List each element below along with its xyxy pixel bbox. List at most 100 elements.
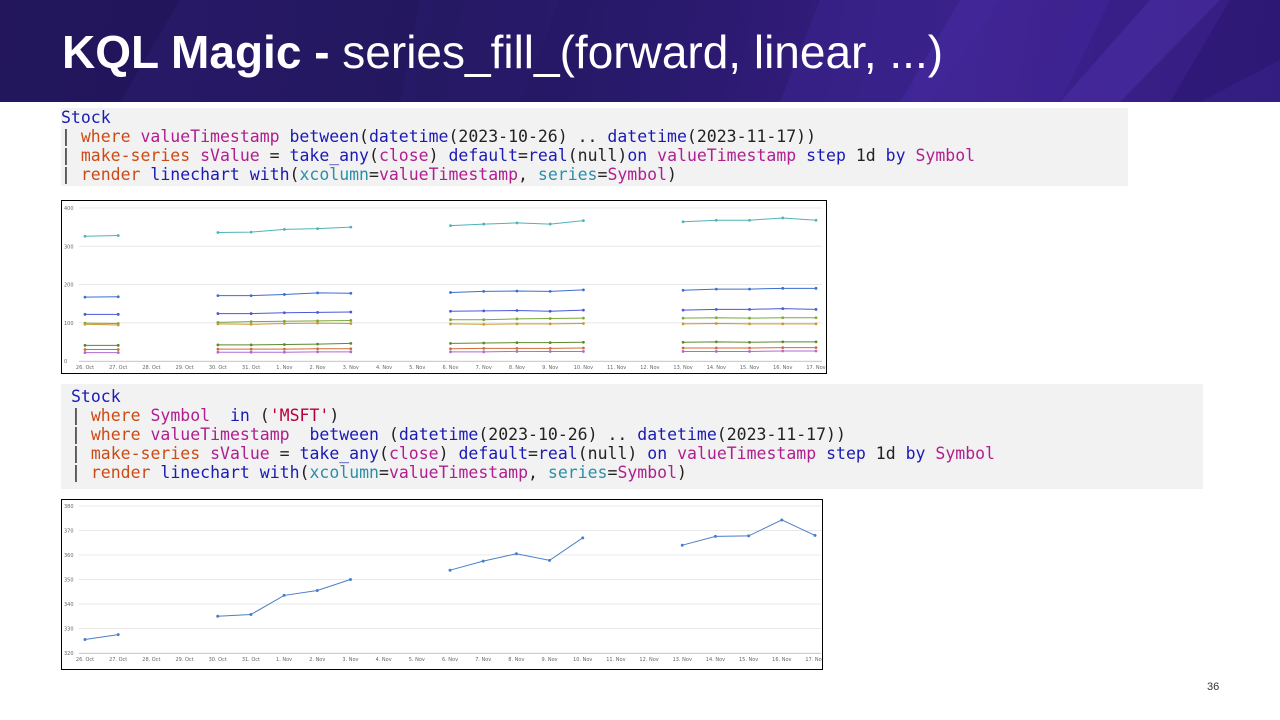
- chart-2-svg: 320 330 340 350 360 370 380 26. Oct 27. Oct 28. O…: [64, 504, 822, 663]
- data-point: [116, 312, 120, 316]
- data-point: [249, 230, 253, 234]
- code-token: by: [885, 146, 916, 165]
- data-point: [349, 322, 353, 325]
- slide-title: KQL Magic - series_fill_(forward, linear…: [62, 22, 943, 82]
- data-point: [582, 316, 585, 320]
- code-token: linechart: [150, 165, 250, 184]
- data-point: [581, 536, 585, 540]
- data-point: [714, 287, 718, 291]
- data-point: [781, 216, 785, 220]
- data-point: [249, 350, 253, 354]
- x-tick-label: 28. Oct: [142, 657, 160, 663]
- x-tick-label: 10. Nov: [573, 657, 592, 663]
- data-point: [216, 231, 220, 234]
- data-point: [282, 322, 286, 325]
- x-tick-label: 29. Oct: [175, 657, 193, 663]
- data-point: [282, 347, 286, 351]
- slide-title-rest: series_fill_(forward, linear, ...): [329, 26, 944, 78]
- query-code-block-1: Stock | where valueTimestamp between(date…: [61, 108, 1128, 186]
- data-point: [681, 346, 685, 350]
- data-point: [714, 350, 718, 353]
- data-point: [481, 559, 485, 563]
- code-token: real: [527, 146, 568, 165]
- code-token: datetime: [368, 127, 449, 146]
- data-point: [249, 347, 253, 351]
- code-line: | where Symbol in ('MSFT'): [61, 406, 1203, 425]
- data-point: [714, 218, 718, 222]
- data-point: [582, 308, 585, 312]
- y-tick-label: 200: [64, 283, 74, 289]
- data-point: [781, 286, 785, 290]
- data-point: [316, 347, 319, 351]
- data-point: [349, 291, 353, 295]
- data-point: [482, 346, 486, 350]
- data-point: [349, 342, 353, 345]
- data-point: [449, 347, 452, 351]
- data-point: [748, 322, 751, 326]
- data-point: [548, 322, 552, 326]
- code-line: | make-series sValue = take_any(close) d…: [61, 444, 1203, 463]
- data-point: [482, 318, 486, 322]
- code-token: sValue: [210, 444, 280, 463]
- data-point: [216, 343, 220, 347]
- data-point: [249, 322, 253, 326]
- x-tick-label: 3. Nov: [342, 657, 358, 663]
- x-tick-label: 11. Nov: [606, 657, 625, 663]
- data-point: [681, 308, 685, 312]
- code-token: (2023-10-26) ..: [478, 425, 638, 444]
- data-point: [348, 578, 352, 581]
- data-point: [548, 222, 552, 226]
- data-point: [748, 218, 751, 222]
- data-point: [582, 346, 585, 350]
- data-point: [515, 317, 519, 321]
- series-line: [84, 634, 119, 641]
- x-tick-label: 6. Nov: [442, 657, 458, 663]
- code-token: valueTimestamp: [378, 165, 519, 184]
- code-token: ): [667, 165, 677, 184]
- data-point: [714, 316, 718, 320]
- data-point: [116, 633, 120, 637]
- data-point: [482, 309, 486, 313]
- code-token: 1d: [855, 146, 886, 165]
- data-point: [548, 309, 552, 313]
- data-point: [449, 291, 452, 294]
- title-banner: KQL Magic - series_fill_(forward, linear…: [0, 0, 1280, 102]
- multi-series-line-chart: 0 100 200 300 400 26. Oct 27. Oct 28. Oct 29. Oc…: [61, 200, 827, 374]
- data-point: [548, 558, 552, 562]
- data-point: [282, 350, 286, 354]
- code-token: real: [537, 444, 578, 463]
- data-point: [216, 347, 220, 351]
- data-point: [482, 322, 486, 326]
- data-point: [216, 350, 220, 354]
- data-point: [748, 346, 751, 350]
- x-tick-label: 28. Oct: [142, 365, 160, 371]
- series-line: [84, 235, 119, 237]
- code-token: |: [61, 127, 81, 146]
- data-point: [482, 350, 486, 354]
- data-point: [349, 350, 353, 354]
- data-point: [449, 350, 452, 354]
- data-point: [681, 316, 685, 320]
- data-point: [515, 341, 519, 345]
- series-line: [217, 579, 351, 617]
- code-token: Symbol: [617, 463, 678, 482]
- data-point: [282, 319, 286, 323]
- data-point: [814, 349, 818, 353]
- code-token: series: [547, 463, 608, 482]
- data-point: [116, 348, 120, 351]
- x-tick-label: 26. Oct: [76, 365, 94, 371]
- data-point: [781, 307, 785, 310]
- code-token: =: [518, 146, 528, 165]
- data-point: [714, 307, 718, 311]
- y-tick-label: 370: [64, 529, 74, 535]
- code-token: make-series: [80, 146, 201, 165]
- data-point: [814, 316, 818, 320]
- code-token: default: [458, 444, 529, 463]
- data-point: [548, 350, 552, 353]
- data-point: [515, 289, 519, 293]
- data-point: [449, 322, 452, 326]
- code-token: render: [80, 165, 151, 184]
- y-tick-label: 400: [64, 206, 74, 212]
- code-token: 'MSFT': [269, 406, 330, 425]
- data-point: [748, 350, 751, 353]
